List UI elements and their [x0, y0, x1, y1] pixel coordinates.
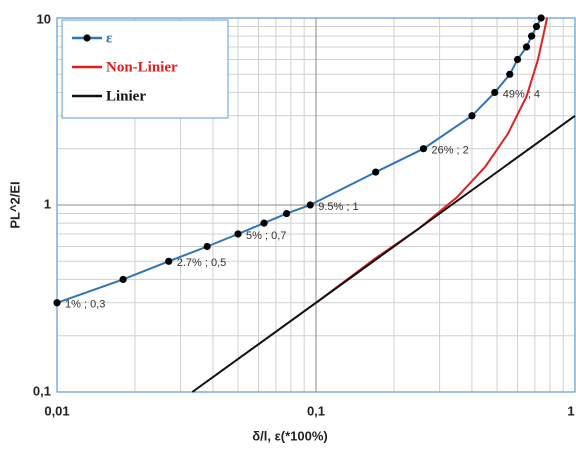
x-tick-label: 1	[567, 403, 574, 418]
data-point	[53, 299, 61, 307]
data-label: 2.7% ; 0,5	[177, 257, 227, 269]
data-point	[468, 112, 476, 120]
data-label: 5% ; 0,7	[246, 230, 286, 242]
data-label: 9.5% ; 1	[318, 201, 358, 213]
data-point	[306, 201, 314, 209]
legend-label: Linier	[106, 88, 146, 104]
data-point	[522, 43, 531, 51]
y-axis-label: PL^2/EI	[7, 181, 22, 228]
data-point	[513, 55, 522, 64]
data-label: 1% ; 0,3	[65, 299, 105, 311]
data-point	[119, 275, 127, 284]
data-point	[532, 22, 541, 31]
data-point	[234, 230, 242, 238]
data-point	[283, 209, 291, 218]
data-label: 49% ; 4	[503, 88, 540, 100]
x-tick-label: 0,01	[44, 403, 69, 418]
legend-label: ε	[106, 30, 113, 46]
x-axis-label: δ/l, ε(*100%)	[252, 428, 327, 443]
data-point	[203, 242, 211, 251]
data-point	[419, 145, 428, 153]
data-point	[260, 219, 268, 227]
legend-marker	[83, 34, 91, 42]
plot-border	[56, 17, 576, 393]
legend-label: Non-Linier	[106, 59, 178, 75]
data-label: 26% ; 2	[431, 145, 468, 157]
y-tick-label: 1	[44, 196, 51, 211]
legend: ε Non-Linier Linier	[61, 19, 229, 119]
data-point	[491, 88, 499, 97]
y-tick-label: 0,1	[33, 383, 51, 398]
series-line	[191, 114, 576, 393]
data-point	[528, 32, 536, 40]
data-point	[506, 70, 514, 78]
data-point	[537, 14, 545, 22]
y-tick-label: 10	[37, 11, 51, 26]
data-point	[372, 168, 380, 176]
x-tick-label: 0,1	[307, 403, 325, 418]
data-point	[165, 257, 173, 265]
